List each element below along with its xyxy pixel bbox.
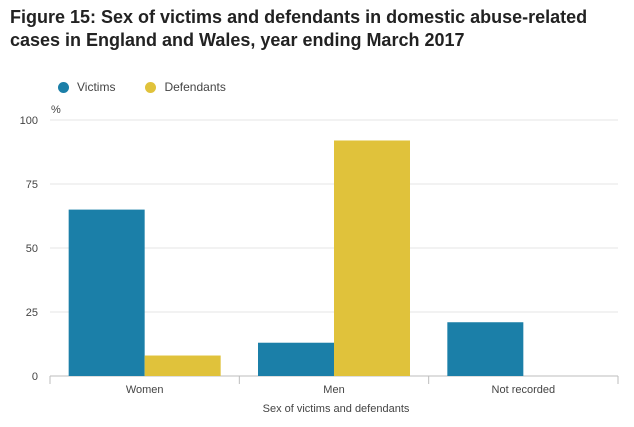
x-category-label: Men: [323, 384, 344, 396]
legend-item-defendants[interactable]: Defendants: [145, 80, 226, 94]
chart-title: Figure 15: Sex of victims and defendants…: [10, 7, 588, 50]
y-tick-label: 100: [20, 115, 38, 127]
y-tick-label: 50: [26, 243, 38, 255]
x-axis-title: Sex of victims and defendants: [263, 403, 410, 415]
x-category-label: Not recorded: [492, 384, 556, 396]
y-tick-label: 75: [26, 179, 38, 191]
bar-victims-men: [258, 342, 334, 376]
legend-swatch-defendants: [145, 81, 157, 93]
x-category-label: Women: [126, 384, 164, 396]
legend: Victims Defendants: [58, 80, 256, 94]
legend-label-victims: Victims: [77, 80, 116, 94]
legend-label-defendants: Defendants: [164, 80, 226, 94]
bar-defendants-men: [334, 140, 410, 376]
bar-victims-women: [68, 209, 145, 376]
bar-victims-not-recorded: [447, 322, 524, 376]
y-tick-label: 0: [32, 371, 38, 383]
legend-swatch-victims: [58, 81, 69, 93]
legend-item-victims[interactable]: Victims: [58, 80, 115, 94]
bar-defendants-women: [144, 355, 221, 376]
y-tick-label: 25: [26, 307, 38, 319]
y-unit-label: %: [51, 104, 61, 116]
